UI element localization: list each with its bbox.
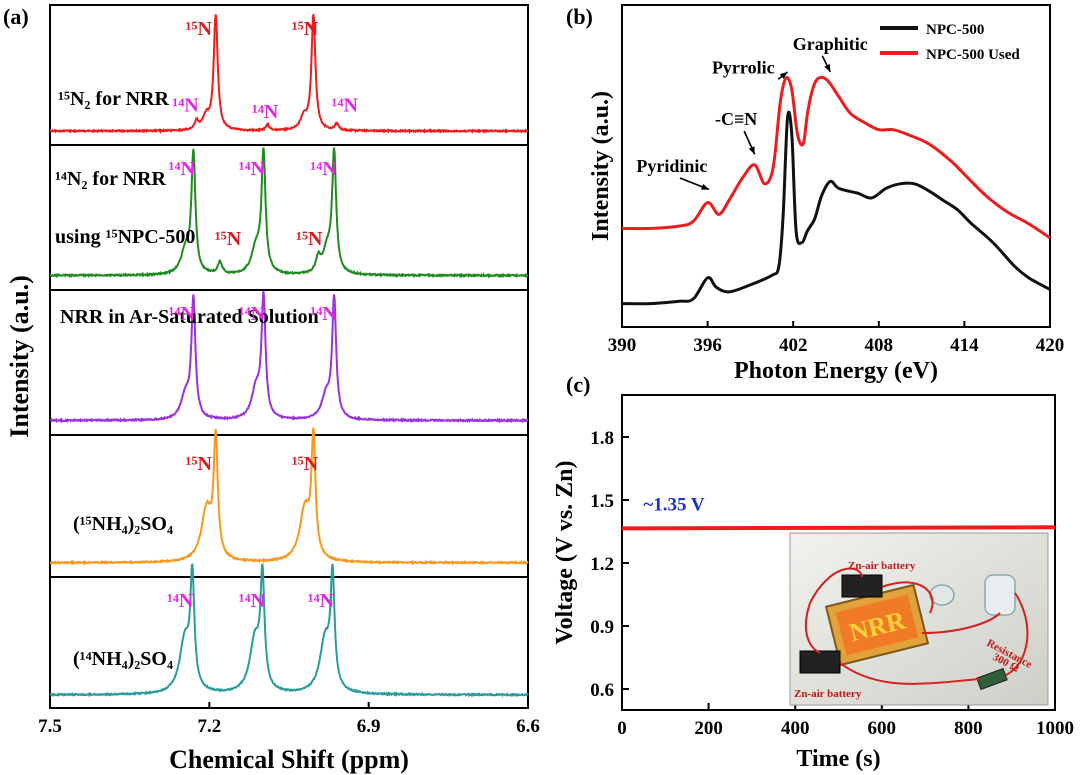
nmr-subpanel: (¹⁴NH₄)₂SO₄ ¹⁴N ¹⁴N ¹⁴N [49, 563, 529, 709]
nmr-spectrum-line [49, 14, 529, 135]
subpanel-title: ¹⁴N₂ for NRR [55, 168, 166, 190]
x-tick-label: 200 [694, 718, 723, 739]
resistor [976, 667, 1008, 691]
led-board-glow [835, 594, 919, 656]
peak-annotation: ¹⁴N [239, 590, 266, 612]
x-tick-label: 414 [950, 335, 979, 356]
subpanel-frame [49, 576, 529, 709]
xanes-series-line [621, 75, 1051, 240]
subpanel-title: NRR in Ar-Saturated Solution [60, 306, 319, 328]
peak-annotation: ¹⁵N [185, 453, 212, 475]
annotation-arrowhead [701, 183, 710, 190]
panel-c-label: (c) [566, 372, 590, 397]
reactor-cell [984, 574, 1016, 616]
subpanel-title: (¹⁴NH₄)₂SO₄ [73, 648, 173, 670]
xanes-series-line [621, 110, 1051, 306]
y-tick-label: 1.8 [590, 428, 614, 449]
y-tick-label: 1.5 [590, 491, 614, 512]
peak-annotation: ¹⁴N [332, 94, 359, 116]
subpanel-title: ¹⁵N₂ for NRR [58, 88, 169, 110]
voltage-value-label: ~1.35 V [643, 495, 705, 516]
x-tick-label: 396 [693, 335, 722, 356]
peak-annotation: ¹⁴N [310, 158, 337, 180]
peak-annotation: ¹⁴N [168, 158, 195, 180]
legend-label: NPC-500 [926, 22, 984, 38]
panel-c-frame [621, 394, 1056, 711]
x-tick-label: 800 [954, 718, 983, 739]
nmr-spectrum-line [49, 147, 529, 279]
inset-wire [839, 662, 981, 685]
peak-annotation: Pyrrolic [712, 57, 775, 77]
y-tick-label: 0.9 [590, 617, 614, 638]
x-tick-label: 390 [608, 335, 637, 356]
annotation-arrowhead [748, 146, 755, 155]
x-tick-label: 7.5 [38, 716, 62, 737]
inset-wire [809, 567, 863, 604]
peak-annotation: ¹⁴N [310, 303, 337, 325]
x-tick-label: 7.2 [197, 716, 221, 737]
subpanel-title: (¹⁵NH₄)₂SO₄ [73, 513, 173, 535]
subpanel-frame [49, 144, 529, 291]
x-tick-label: 1000 [1036, 718, 1074, 739]
peak-annotation: ¹⁵N [185, 18, 212, 40]
panel-c-xlabel: Time (s) [796, 746, 880, 772]
x-tick-label: 402 [779, 335, 808, 356]
y-tick-label: 1.2 [590, 554, 614, 575]
panel-b-xlabel: Photon Energy (eV) [734, 358, 938, 384]
peak-annotation: ¹⁵N [296, 228, 323, 250]
peak-annotation: Graphitic [793, 34, 868, 54]
x-tick-label: 408 [865, 335, 894, 356]
x-tick-label: 420 [1036, 335, 1065, 356]
nmr-subpanel: ¹⁵N₂ for NRR ¹⁵N ¹⁵N ¹⁴N ¹⁴N ¹⁴N [49, 4, 529, 146]
inset-wire [804, 602, 821, 654]
x-tick-label: 0 [617, 718, 627, 739]
annotation-arrowhead [779, 72, 788, 80]
battery-bottom [799, 650, 841, 674]
panel-b-frame [621, 4, 1051, 328]
peak-annotation: ¹⁴N [239, 303, 266, 325]
inset-label: Zn-air battery [794, 688, 862, 700]
peak-annotation: Pyridinic [636, 156, 707, 176]
panel-c-ylabel: Voltage (V vs. Zn) [552, 460, 578, 644]
x-tick-label: 6.9 [357, 716, 381, 737]
inset-wire [921, 612, 1001, 634]
legend-label: NPC-500 Used [926, 47, 1020, 63]
nmr-spectrum-line [49, 563, 529, 698]
subpanel-frame [49, 4, 529, 146]
voltage-line [621, 525, 1056, 531]
peak-annotation: ¹⁵N [292, 18, 319, 40]
panel-b-ylabel: Intensity (a.u.) [588, 91, 614, 241]
peak-annotation: ¹⁴N [167, 590, 194, 612]
x-tick-label: 600 [868, 718, 897, 739]
annotation-arrowhead [824, 64, 831, 72]
panel-a-ylabel: Intensity (a.u.) [5, 275, 34, 438]
peak-annotation: ¹⁴N [168, 303, 195, 325]
panel-a-label: (a) [3, 4, 29, 29]
nmr-subpanel: (¹⁵NH₄)₂SO₄ ¹⁵N ¹⁵N [49, 427, 529, 578]
subpanel-title: using ¹⁵NPC-500 [55, 226, 195, 248]
battery-top [841, 574, 883, 598]
inset-label: Zn-air battery [848, 560, 916, 572]
x-tick-label: 6.6 [516, 716, 540, 737]
peak-annotation: ¹⁴N [172, 94, 199, 116]
y-tick-label: 0.6 [590, 680, 614, 701]
inset-wire [1005, 592, 1029, 676]
peak-annotation: -C≡N [715, 109, 757, 129]
peak-annotation: ¹⁵N [215, 228, 242, 250]
panel-b-label: (b) [566, 4, 593, 29]
peak-annotation: ¹⁵N [292, 453, 319, 475]
peak-annotation: ¹⁴N [252, 101, 279, 123]
beaker-small [929, 584, 955, 606]
nmr-spectrum-line [49, 427, 529, 567]
panel-a-xlabel: Chemical Shift (ppm) [169, 745, 409, 774]
nmr-subpanel: ¹⁴N₂ for NRR using ¹⁵NPC-500 ¹⁴N ¹⁴N ¹⁴N ¹⁵N ¹… [49, 144, 529, 291]
nmr-spectrum-line [49, 290, 529, 424]
x-tick-label: 400 [781, 718, 810, 739]
peak-annotation: ¹⁴N [308, 590, 335, 612]
peak-annotation: ¹⁴N [239, 158, 266, 180]
inset-wire [881, 581, 934, 614]
